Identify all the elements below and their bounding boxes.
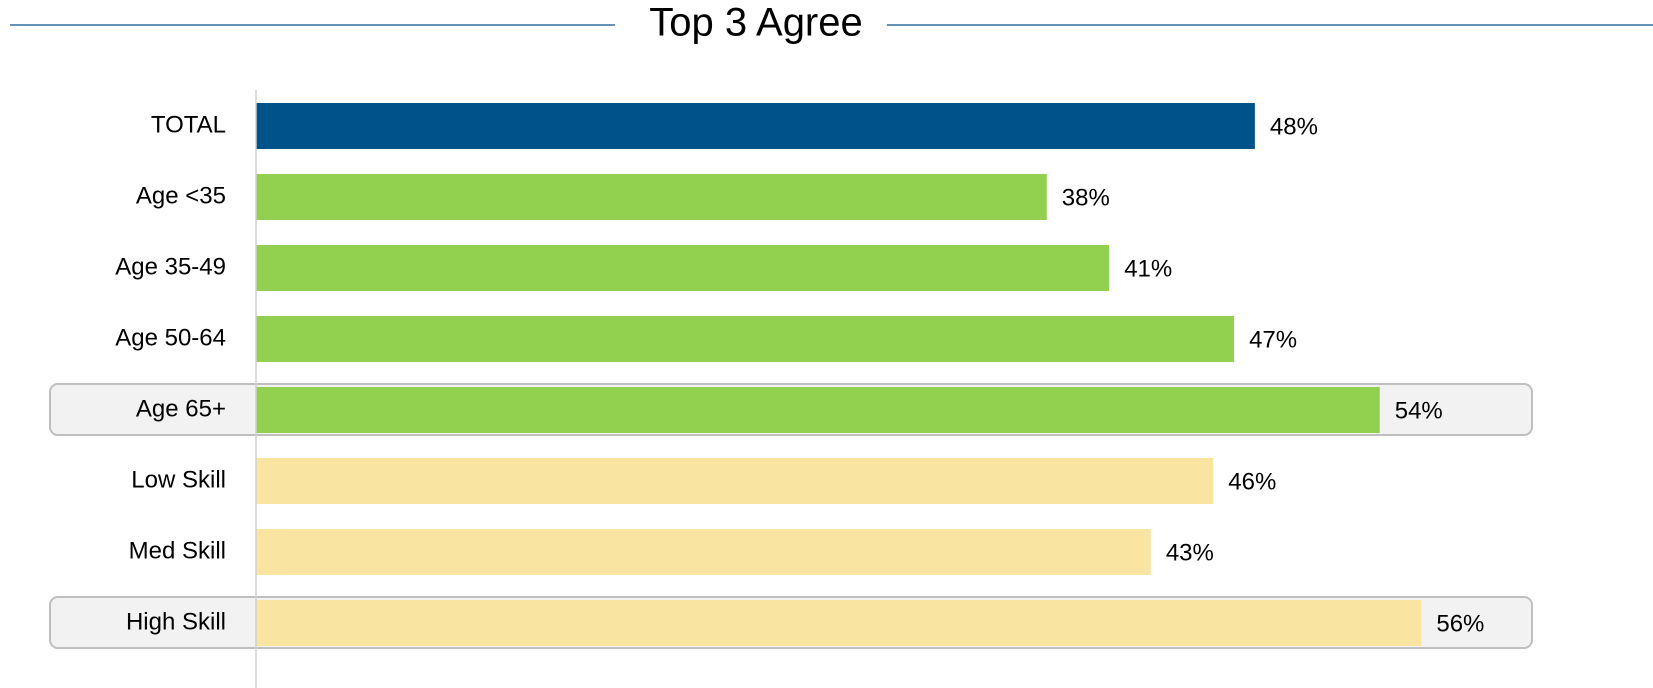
bar [256, 458, 1214, 504]
bar [256, 245, 1110, 291]
value-label: 54% [1395, 397, 1443, 424]
value-label: 38% [1062, 184, 1110, 211]
category-label: Age <35 [136, 182, 226, 209]
bar [256, 387, 1380, 433]
chart-title: Top 3 Agree [649, 1, 863, 45]
category-label: Low Skill [131, 466, 226, 493]
category-label: TOTAL [151, 111, 226, 138]
bar [256, 103, 1255, 149]
bars: TOTAL 48% Age <35 38% Age 35-49 41% Age 50-64 4… [115, 103, 1484, 646]
bar [256, 174, 1047, 220]
value-label: 43% [1166, 539, 1214, 566]
value-label: 56% [1436, 610, 1484, 637]
value-label: 41% [1124, 255, 1172, 282]
category-label: High Skill [126, 608, 226, 635]
category-label: Age 35-49 [115, 253, 226, 280]
value-label: 47% [1249, 326, 1297, 353]
category-label: Age 50-64 [115, 324, 226, 351]
category-label: Med Skill [129, 537, 226, 564]
bar [256, 600, 1422, 646]
category-label: Age 65+ [136, 395, 226, 422]
value-label: 48% [1270, 113, 1318, 140]
bar [256, 529, 1151, 575]
value-label: 46% [1228, 468, 1276, 495]
bar [256, 316, 1235, 362]
